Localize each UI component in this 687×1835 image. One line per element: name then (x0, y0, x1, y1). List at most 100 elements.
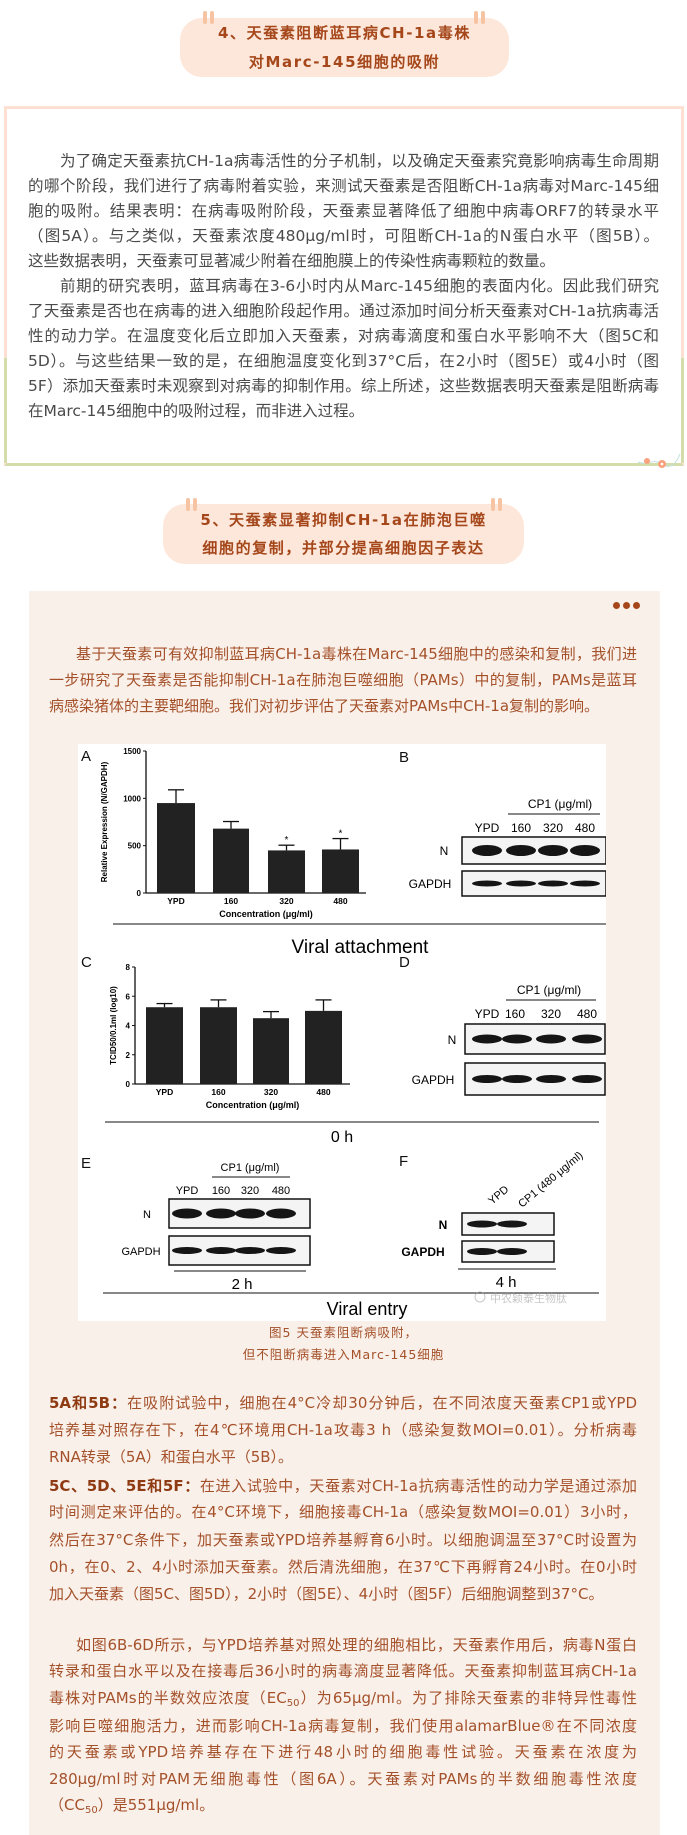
lane-label: 480 (272, 1185, 290, 1197)
lane-label: 160 (511, 821, 531, 835)
section-title-entry: Viral entry (327, 1299, 408, 1319)
text-line: 胞的吸附。结果表明：在病毒吸附阶段，天蚕素显著降低了细胞中病毒ORF7的转录水平 (28, 202, 659, 220)
figure-5: A B C D E F 0 500 1000 1500 YPD 160 320 * 480 * Co… (78, 744, 607, 1321)
section4-text-frame (4, 106, 684, 466)
text-line: 基于天蚕素可有效抑制蓝耳病CH-1a毒株在Marc-145细胞中的感染和复制，我… (76, 645, 637, 663)
subscript: 50 (84, 1805, 98, 1816)
text-line: RNA转录（5A）和蛋白水平（5B）。 (49, 1445, 637, 1469)
bar-YPD (157, 803, 195, 893)
y-tick-label: 2 (126, 1051, 131, 1060)
text-segment: 转录和蛋白水平以及在接毒后36小时的病毒滴度显著降低。天蚕素抑制蓝耳病CH-1a (49, 1662, 637, 1680)
western-blot-e: CP1 (μg/ml) YPD 160 320 480 N GAPDH 2 h (121, 1162, 306, 1293)
text-line: 了天蚕素是否也在病毒的进入细胞阶段起作用。通过添加时间分析天蚕素对CH-1a抗病… (28, 302, 659, 320)
text-line: （CC50）是551μg/ml。 (49, 1793, 637, 1817)
y-axis-title: TCID50/0.1ml (log10) (109, 986, 118, 1065)
text-line: 性的动力学。在温度变化后立即加入天蚕素，对病毒滴度和蛋白水平影响不大（图5C和 (28, 327, 659, 345)
protein-band (472, 1075, 502, 1083)
lane-label: 320 (241, 1185, 259, 1197)
section4-heading-box: 4、天蚕素阻断蓝耳病CH-1a毒株 对Marc-145细胞的吸附 (180, 18, 509, 77)
lane-label: CP1 (480 μg/ml) (516, 1149, 585, 1210)
blot-row-label: N (440, 844, 449, 858)
text-line: 然后在37°C条件下，加天蚕素或YPD培养基孵育6小时。以细胞调温至37°C时设… (49, 1528, 637, 1552)
x-tick-label: 480 (333, 896, 347, 906)
note-text: 0h，在0、2、4小时添加天蚕素。然后清洗细胞，在37℃下再孵育24小时。在0小… (49, 1558, 637, 1576)
y-tick-label: 4 (126, 1022, 131, 1031)
watermark-text: 中农颖泰生物肽 (490, 1291, 567, 1305)
y-tick-label: 6 (126, 992, 131, 1001)
panel-label-c: C (81, 954, 92, 971)
bar-160 (200, 1007, 237, 1084)
heading-peg-icon (498, 498, 502, 511)
bar-480 (305, 1010, 342, 1084)
x-tick-label: 160 (211, 1087, 225, 1097)
note-text: 培养基对照存在下，在4℃环境用CH-1a攻毒3 h（感染复数MOI=0.01）。… (49, 1421, 637, 1439)
text-line: 5C、5D、5E和5F：在进入试验中，天蚕素对CH-1a抗病毒活性的动力学是通过… (49, 1474, 637, 1498)
protein-band (472, 880, 502, 887)
significance-mark: * (339, 829, 343, 840)
x-tick-label: YPD (156, 1087, 173, 1097)
text-line: 培养基对照存在下，在4℃环境用CH-1a攻毒3 h（感染复数MOI=0.01）。… (49, 1418, 637, 1442)
bar-320 (253, 1018, 289, 1084)
note-text: 在进入试验中，天蚕素对CH-1a抗病毒活性的动力学是通过添加 (199, 1477, 637, 1495)
lane-label: 160 (505, 1007, 525, 1021)
blot-row-label: N (439, 1218, 448, 1232)
text-line: （图5A）。与之类似，天蚕素浓度480μg/ml时，可阻断CH-1a的N蛋白水平… (28, 227, 659, 245)
y-tick-label: 0 (137, 889, 142, 898)
note-label: 5C、5D、5E和5F： (49, 1477, 200, 1495)
section-title-0h: 0 h (331, 1129, 353, 1146)
panel-label-b: B (399, 749, 409, 766)
protein-band (538, 880, 568, 887)
note-text: 然后在37°C条件下，加天蚕素或YPD培养基孵育6小时。以细胞调温至37°C时设… (49, 1531, 637, 1549)
heading-peg-icon (203, 11, 207, 24)
flower-decoration-icon (637, 453, 681, 468)
lane-label: 480 (575, 821, 595, 835)
text-line: 毒株对PAMs的半数效应浓度（EC50）为65μg/ml。为了排除天蚕素的非特异… (49, 1686, 637, 1710)
text-line: 在Marc-145细胞中的吸附过程，而非进入过程。 (28, 402, 365, 420)
protein-band (235, 1247, 265, 1254)
protein-band (502, 1034, 532, 1044)
blot-row-label: N (143, 1209, 151, 1221)
panel-label-d: D (399, 954, 410, 971)
time-label-2h: 2 h (232, 1276, 253, 1293)
protein-band (472, 845, 502, 856)
protein-band (467, 1220, 497, 1228)
heading-peg-icon (481, 11, 485, 24)
protein-band (497, 1248, 527, 1255)
section4-heading-line2: 对Marc-145细胞的吸附 (248, 53, 441, 71)
text-segment: 的天蚕素或YPD培养基存在下进行48小时的细胞毒性试验。天蚕素在浓度为 (49, 1743, 637, 1761)
text-line: 病感染猪体的主要靶细胞。我们对初步评估了天蚕素对PAMs中CH-1a复制的影响。 (49, 697, 600, 715)
protein-band (506, 880, 536, 887)
bar-YPD (146, 1007, 183, 1084)
lane-label: YPD (486, 1184, 511, 1208)
chart-a: 0 500 1000 1500 YPD 160 320 * 480 * Concentration … (100, 747, 366, 919)
blot-row-label: N (448, 1033, 457, 1047)
protein-band (206, 1208, 236, 1219)
text-line: 影响巨噬细胞活力，进而影响CH-1a病毒复制，我们使用alamarBlue®在不… (49, 1714, 637, 1738)
panel-label-a: A (81, 748, 91, 765)
y-tick-label: 500 (128, 842, 142, 851)
blot-row-label: GAPDH (121, 1246, 160, 1258)
protein-band (570, 880, 600, 887)
text-segment: 280μg/ml时对PAM无细胞毒性（图6A）。天蚕素对PAMs的半数细胞毒性浓… (49, 1770, 637, 1788)
text-line: 转录和蛋白水平以及在接毒后36小时的病毒滴度显著降低。天蚕素抑制蓝耳病CH-1a (49, 1659, 637, 1683)
x-axis-title: Concentration (μg/ml) (219, 909, 313, 919)
text-line: 5D）。与这些结果一致的是，在细胞温度变化到37°C后，在2小时（图5E）或4小… (28, 352, 659, 370)
note-text: 在吸附试验中，细胞在4°C冷却30分钟后，在不同浓度天蚕素CP1或YPD (127, 1394, 637, 1412)
y-tick-label: 0 (126, 1080, 131, 1089)
protein-band (536, 1075, 566, 1083)
heading-peg-icon (491, 498, 495, 511)
text-segment: ）是551μg/ml。 (97, 1796, 215, 1814)
note-text: RNA转录（5A）和蛋白水平（5B）。 (49, 1448, 294, 1466)
protein-band (266, 1208, 296, 1219)
text-line: 的天蚕素或YPD培养基存在下进行48小时的细胞毒性试验。天蚕素在浓度为 (49, 1740, 637, 1764)
protein-band (538, 845, 568, 856)
text-line: 这些数据表明，天蚕素可显著减少附着在细胞膜上的传染性病毒颗粒的数量。 (28, 252, 556, 270)
lane-label: 160 (212, 1185, 230, 1197)
section-title-attachment: Viral attachment (292, 937, 430, 958)
protein-band (536, 1034, 566, 1044)
section5-heading-line2: 细胞的复制，并部分提高细胞因子表达 (202, 539, 485, 557)
x-tick-label: 160 (224, 896, 238, 906)
text-segment: 影响巨噬细胞活力，进而影响CH-1a病毒复制，我们使用alamarBlue®在不… (49, 1717, 637, 1735)
protein-band (467, 1248, 497, 1255)
